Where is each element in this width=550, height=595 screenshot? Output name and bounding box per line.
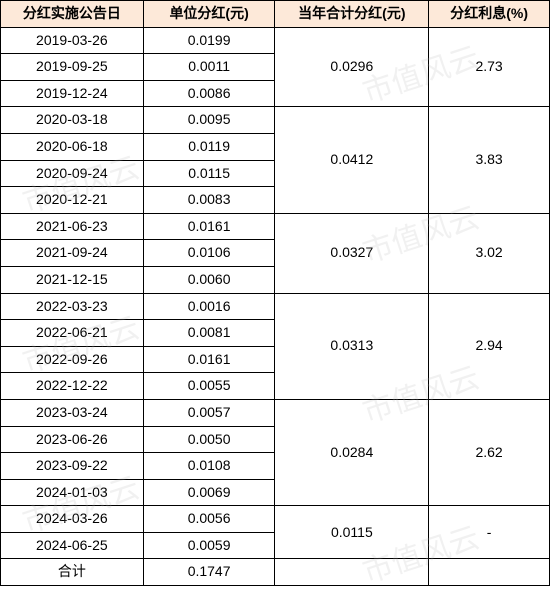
cell-date: 2021-12-15 [1,266,144,293]
cell-year-total: 0.0115 [275,506,429,559]
cell-date: 2019-12-24 [1,80,144,107]
cell-date: 2024-03-26 [1,506,144,533]
cell-date: 2020-03-18 [1,107,144,134]
cell-date: 2024-06-25 [1,532,144,559]
cell-unit: 0.0050 [143,426,275,453]
cell-date: 2022-03-23 [1,293,144,320]
table-row: 2020-03-180.00950.04123.83 [1,107,550,134]
dividend-table: 分红实施公告日 单位分红(元) 当年合计分红(元) 分红利息(%) 2019-0… [0,0,550,586]
cell-date: 2021-06-23 [1,213,144,240]
table-row: 2019-03-260.01990.02962.73 [1,27,550,54]
cell-summary-label: 合计 [1,559,144,586]
col-header-unit: 单位分红(元) [143,1,275,28]
cell-rate: 2.94 [429,293,550,399]
cell-unit: 0.0057 [143,399,275,426]
cell-date: 2023-03-24 [1,399,144,426]
cell-unit: 0.0115 [143,160,275,187]
cell-unit: 0.0095 [143,107,275,134]
cell-date: 2021-09-24 [1,240,144,267]
cell-rate: 2.62 [429,399,550,505]
cell-unit: 0.0081 [143,320,275,347]
summary-row: 合计0.1747 [1,559,550,586]
table-header-row: 分红实施公告日 单位分红(元) 当年合计分红(元) 分红利息(%) [1,1,550,28]
cell-unit: 0.0083 [143,187,275,214]
cell-date: 2023-06-26 [1,426,144,453]
cell-unit: 0.0011 [143,54,275,81]
cell-date: 2020-12-21 [1,187,144,214]
col-header-total: 当年合计分红(元) [275,1,429,28]
col-header-date: 分红实施公告日 [1,1,144,28]
cell-unit: 0.0069 [143,479,275,506]
table-row: 2024-03-260.00560.0115- [1,506,550,533]
cell-date: 2024-01-03 [1,479,144,506]
cell-unit: 0.0016 [143,293,275,320]
cell-unit: 0.0161 [143,346,275,373]
cell-summary-rate [429,559,550,586]
cell-summary-unit: 0.1747 [143,559,275,586]
cell-date: 2019-03-26 [1,27,144,54]
cell-date: 2020-06-18 [1,133,144,160]
cell-date: 2019-09-25 [1,54,144,81]
cell-unit: 0.0055 [143,373,275,400]
cell-rate: 3.83 [429,107,550,213]
cell-year-total: 0.0284 [275,399,429,505]
cell-unit: 0.0060 [143,266,275,293]
col-header-rate: 分红利息(%) [429,1,550,28]
table-row: 2022-03-230.00160.03132.94 [1,293,550,320]
cell-rate: 3.02 [429,213,550,293]
table-row: 2021-06-230.01610.03273.02 [1,213,550,240]
cell-rate: - [429,506,550,559]
cell-unit: 0.0056 [143,506,275,533]
cell-unit: 0.0059 [143,532,275,559]
cell-unit: 0.0108 [143,453,275,480]
cell-date: 2020-09-24 [1,160,144,187]
cell-date: 2022-09-26 [1,346,144,373]
cell-date: 2022-12-22 [1,373,144,400]
cell-year-total: 0.0412 [275,107,429,213]
cell-date: 2023-09-22 [1,453,144,480]
table-row: 2023-03-240.00570.02842.62 [1,399,550,426]
cell-year-total: 0.0327 [275,213,429,293]
cell-unit: 0.0119 [143,133,275,160]
cell-unit: 0.0161 [143,213,275,240]
cell-unit: 0.0106 [143,240,275,267]
cell-unit: 0.0199 [143,27,275,54]
cell-year-total: 0.0313 [275,293,429,399]
cell-summary-year [275,559,429,586]
cell-unit: 0.0086 [143,80,275,107]
cell-year-total: 0.0296 [275,27,429,107]
cell-rate: 2.73 [429,27,550,107]
cell-date: 2022-06-21 [1,320,144,347]
